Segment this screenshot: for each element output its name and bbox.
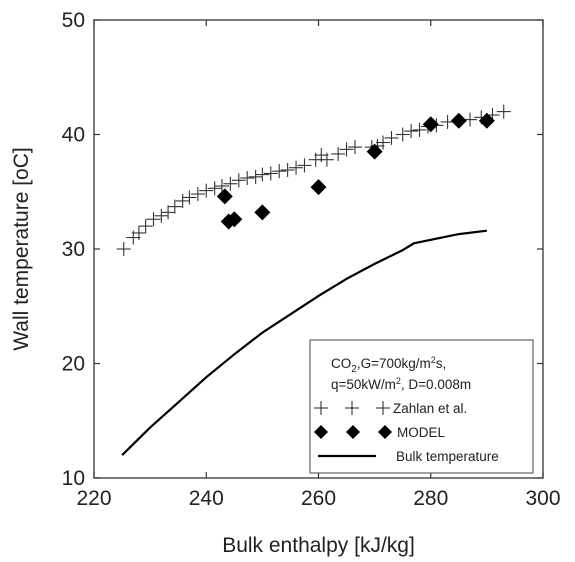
zahlan-data-point: [199, 183, 214, 198]
legend-diamond-symbol: [346, 425, 360, 439]
zahlan-data-point: [207, 181, 222, 196]
bulk-temperature-line: [121, 229, 488, 456]
zahlan-data-point: [161, 205, 176, 220]
x-tick-label: 280: [413, 487, 448, 510]
y-tick-label: 10: [62, 467, 85, 490]
zahlan-data-point: [167, 199, 182, 214]
zahlan-data-point: [138, 219, 153, 234]
axis-ticks: 220 240 260 280 300 10 20 30 40 50: [62, 9, 561, 510]
legend-plus-symbol: [314, 401, 328, 415]
zahlan-data-point: [214, 179, 229, 194]
zahlan-data-point: [412, 122, 427, 137]
y-tick-label: 20: [62, 353, 85, 376]
legend-label-bulk: Bulk temperature: [396, 449, 499, 464]
zahlan-data-point: [347, 140, 362, 155]
legend-box: [309, 339, 534, 474]
y-tick-label: 50: [62, 9, 85, 32]
zahlan-data-point: [190, 187, 205, 202]
legend-marker-diamond: [314, 425, 392, 439]
y-axis-title: Wall temperature [oC]: [10, 147, 33, 350]
zahlan-data-point: [116, 242, 131, 256]
zahlan-data-point: [175, 193, 190, 208]
model-data-point: [254, 204, 271, 221]
y-tick-label: 40: [62, 124, 85, 147]
model-data-point: [310, 179, 327, 196]
zahlan-data-point: [496, 104, 511, 119]
zahlan-data-point: [240, 171, 255, 186]
x-tick-label: 260: [301, 487, 336, 510]
data-series: [116, 104, 511, 456]
x-axis-title: Bulk enthalpy [kJ/kg]: [222, 534, 415, 557]
legend-label-model: MODEL: [397, 425, 446, 440]
zahlan-data-point: [297, 158, 312, 173]
zahlan-data-point: [319, 152, 334, 167]
legend-header-line1: CO2,G=700kg/m2s,: [331, 355, 446, 375]
legend-plus-symbol: [345, 401, 359, 415]
x-tick-label: 220: [76, 487, 111, 510]
zahlan-data-point: [339, 142, 354, 157]
zahlan-data-point: [182, 190, 197, 205]
model-data-point: [216, 188, 233, 205]
legend-marker-plus: [314, 401, 390, 415]
zahlan-data-point: [404, 124, 419, 139]
x-tick-label: 300: [525, 487, 560, 510]
zahlan-data-point: [384, 130, 399, 145]
zahlan-data-point: [154, 208, 169, 223]
legend-entry-model: MODEL: [314, 425, 446, 440]
model-data-point: [450, 112, 467, 129]
model-data-point: [226, 211, 243, 228]
legend-entry-zahlan: Zahlan et al.: [314, 401, 467, 416]
zahlan-data-point: [263, 166, 278, 181]
zahlan-data-point: [395, 127, 410, 142]
zahlan-data-point: [331, 146, 346, 161]
legend-entry-bulk: Bulk temperature: [318, 449, 499, 464]
zahlan-data-point: [146, 212, 161, 227]
model-data-point: [366, 143, 383, 160]
legend-diamond-symbol: [314, 425, 328, 439]
zahlan-data-point: [376, 135, 391, 150]
legend-diamond-symbol: [378, 425, 392, 439]
zahlan-data-point: [131, 225, 146, 240]
legend-header-line2: q=50kW/m2, D=0.008m: [331, 376, 471, 392]
model-data-point: [478, 112, 495, 129]
zahlan-data-point: [272, 164, 287, 179]
zahlan-data-point: [248, 169, 263, 184]
legend: CO2,G=700kg/m2s, q=50kW/m2, D=0.008m Zah…: [309, 339, 534, 474]
zahlan-data-point: [255, 167, 270, 182]
x-tick-label: 240: [189, 487, 224, 510]
zahlan-data-point: [280, 162, 295, 177]
legend-label-zahlan: Zahlan et al.: [393, 401, 467, 416]
zahlan-data-point: [289, 160, 304, 175]
legend-plus-symbol: [376, 401, 390, 415]
zahlan-data-point: [223, 176, 238, 191]
y-tick-label: 30: [62, 238, 85, 261]
zahlan-data-point: [231, 173, 246, 188]
model-data-point: [422, 116, 439, 133]
